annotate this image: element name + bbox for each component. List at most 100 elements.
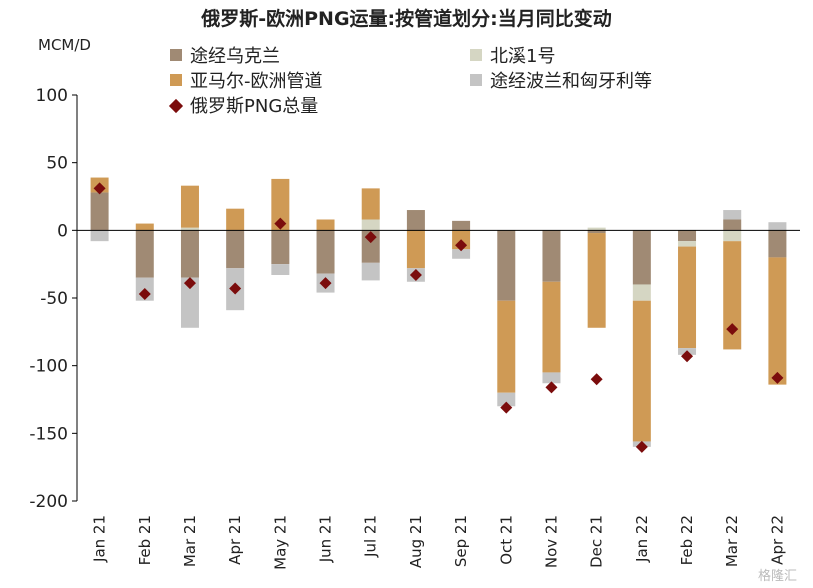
x-tick-label: Sep 21 — [452, 515, 470, 567]
legend-label-total: 俄罗斯PNG总量 — [190, 96, 319, 117]
total-marker — [500, 401, 513, 414]
total-marker — [229, 282, 242, 295]
bar-segment-0 — [497, 230, 516, 301]
bar-segment-2 — [271, 178, 290, 231]
bar-segment-1 — [632, 284, 651, 301]
total-marker — [771, 371, 784, 384]
bar-segment-2 — [542, 281, 561, 373]
bar-segment-0 — [135, 230, 154, 278]
bar-segment-0 — [180, 230, 199, 278]
bar-segment-1 — [180, 227, 199, 231]
bar-segment-1 — [587, 227, 606, 231]
bar-segment-2 — [632, 300, 651, 442]
bar-segment-2 — [406, 230, 425, 269]
x-tick-label: Nov 21 — [542, 515, 560, 568]
x-tick-label: Mar 21 — [181, 515, 199, 567]
total-marker — [138, 287, 151, 300]
bar-segment-3 — [497, 392, 516, 407]
x-tick-label: Jan 21 — [91, 515, 109, 563]
total-marker — [93, 182, 106, 195]
total-marker — [726, 323, 739, 336]
bar-segment-3 — [542, 372, 561, 384]
y-tick-label: -50 — [40, 289, 68, 309]
legend-label-ukraine: 途经乌克兰 — [190, 46, 280, 67]
legend-item-nordstream: 北溪1号 — [470, 42, 555, 68]
bar-segment-2 — [226, 208, 245, 231]
x-tick-label: Jun 21 — [317, 515, 335, 563]
total-marker — [455, 239, 468, 252]
total-marker — [319, 277, 332, 290]
bar-segment-3 — [452, 249, 471, 259]
x-tick-label: Jul 21 — [362, 515, 380, 558]
watermark: 格隆汇 — [757, 569, 797, 584]
total-marker — [545, 381, 558, 394]
bar-segment-3 — [271, 264, 290, 275]
x-tick-label: Feb 22 — [678, 515, 696, 565]
bar-segment-2 — [723, 241, 742, 350]
bar-segment-1 — [723, 230, 742, 242]
x-tick-label: Oct 21 — [497, 515, 515, 565]
bar-segment-0 — [632, 230, 651, 285]
bar-segment-2 — [587, 233, 606, 328]
legend-item-total: 俄罗斯PNG总量 — [168, 92, 319, 118]
legend-swatch-poland-hungary — [470, 74, 482, 86]
bar-segment-3 — [768, 222, 787, 231]
bar-segment-3 — [90, 230, 109, 242]
bar-segment-1 — [678, 241, 697, 247]
y-tick-label: 50 — [46, 154, 68, 174]
x-tick-label: Apr 21 — [226, 515, 244, 565]
x-tick-label: Apr 22 — [768, 515, 786, 565]
bar-segment-2 — [180, 185, 199, 228]
total-marker — [274, 217, 287, 230]
x-tick-label: Feb 21 — [136, 515, 154, 565]
y-tick-label: -150 — [29, 424, 68, 444]
bar-segment-2 — [361, 188, 380, 220]
bar-segment-2 — [497, 300, 516, 393]
legend: 途经乌克兰 北溪1号 亚马尔-欧洲管道 途经波兰和匈牙利等 俄罗斯PNG总量 — [168, 42, 730, 122]
x-tick-label: Jan 22 — [633, 515, 651, 563]
y-tick-label: 0 — [57, 221, 68, 241]
bar-segment-0 — [406, 210, 425, 231]
total-marker — [681, 350, 694, 363]
y-axis-unit: MCM/D — [38, 36, 91, 54]
x-tick-label: Mar 22 — [723, 515, 741, 567]
bar-segment-3 — [723, 210, 742, 220]
total-marker — [409, 268, 422, 281]
bar-segment-0 — [542, 230, 561, 282]
bar-segment-0 — [587, 230, 606, 234]
legend-swatch-yamal — [170, 74, 182, 86]
legend-label-yamal: 亚马尔-欧洲管道 — [190, 71, 323, 92]
bar-segment-2 — [678, 246, 697, 349]
legend-swatch-nordstream — [470, 49, 482, 61]
bar-segment-0 — [271, 230, 290, 265]
bar-segment-1 — [361, 219, 380, 231]
legend-item-yamal: 亚马尔-欧洲管道 — [170, 67, 323, 93]
x-tick-label: Dec 21 — [588, 515, 606, 568]
bar-segment-3 — [180, 277, 199, 328]
total-marker — [590, 373, 603, 386]
y-tick-label: -200 — [29, 492, 68, 512]
legend-label-nordstream: 北溪1号 — [490, 46, 556, 67]
bar-segment-2 — [135, 223, 154, 231]
y-tick-label: -100 — [29, 357, 68, 377]
x-tick-label: May 21 — [271, 515, 289, 570]
legend-label-poland-hungary: 途经波兰和匈牙利等 — [490, 71, 652, 92]
total-marker — [635, 440, 648, 453]
bar-segment-0 — [452, 220, 471, 231]
legend-item-poland-hungary: 途经波兰和匈牙利等 — [470, 67, 652, 93]
bar-segment-0 — [678, 230, 697, 242]
bar-segment-0 — [768, 230, 787, 258]
legend-swatch-ukraine — [170, 49, 182, 61]
legend-item-ukraine: 途经乌克兰 — [170, 42, 280, 68]
bar-segment-0 — [723, 219, 742, 231]
chart-title: 俄罗斯-欧洲PNG运量:按管道划分:当月同比变动 — [201, 8, 612, 30]
bar-segment-0 — [316, 230, 335, 274]
bar-segment-0 — [226, 230, 245, 269]
total-marker — [364, 231, 377, 244]
x-tick-label: Aug 21 — [407, 515, 425, 568]
bar-segment-2 — [316, 219, 335, 231]
total-marker — [183, 277, 196, 290]
y-tick-label: 100 — [36, 86, 68, 106]
bar-segment-3 — [361, 262, 380, 281]
